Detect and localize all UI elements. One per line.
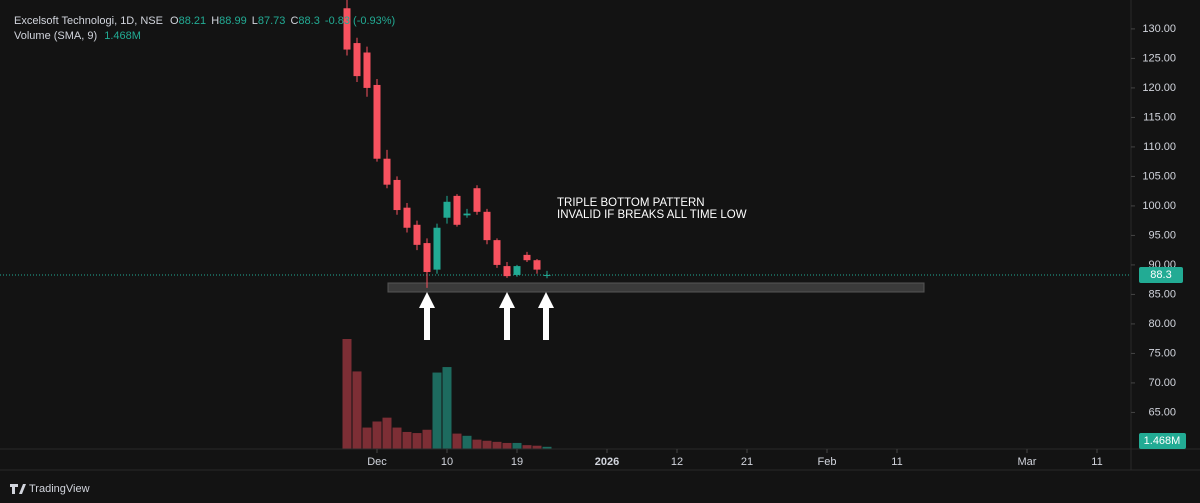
x-tick-label: 11 — [891, 456, 902, 468]
y-tick-label: 125.00 — [1142, 52, 1176, 64]
y-tick-label: 70.00 — [1148, 377, 1176, 389]
candle-body — [353, 43, 361, 77]
volume-bar — [402, 431, 412, 449]
legend-header: Excelsoft Technologi, 1D, NSE O88.21 H88… — [14, 15, 395, 27]
y-tick-label: 80.00 — [1148, 318, 1176, 330]
volume-bar — [392, 427, 402, 449]
volume-bar — [472, 439, 482, 449]
candle-body — [493, 240, 501, 265]
logo-text: TradingView — [29, 483, 90, 495]
volume-bar — [502, 442, 512, 449]
volume-bar — [462, 435, 472, 449]
candle-body — [373, 84, 381, 159]
candle-body — [343, 8, 351, 50]
candle-body — [443, 201, 451, 218]
y-tick-label: 65.00 — [1148, 406, 1176, 418]
y-axis: 130.00 125.00 120.00 115.00 110.00 105.00 100.… — [1131, 23, 1176, 418]
y-tick-label: 120.00 — [1142, 82, 1176, 94]
x-tick-label: 10 — [441, 456, 453, 468]
ohlc-value: 87.73 — [258, 15, 286, 27]
volume-bar — [432, 372, 442, 449]
price-tag-label: 88.3 — [1150, 269, 1171, 281]
price-tag — [1139, 266, 1183, 283]
volume-bar — [382, 417, 392, 449]
volume-bar — [482, 440, 492, 449]
x-tick-label: Mar — [1018, 456, 1037, 468]
series — [342, 0, 552, 449]
volume-bar — [412, 433, 422, 449]
support-zone — [387, 282, 925, 293]
y-tick-label: 130.00 — [1142, 23, 1176, 35]
x-tick-label: Dec — [367, 456, 387, 468]
x-tick-label: 21 — [741, 456, 753, 468]
annotation: TRIPLE BOTTOM PATTERN — [557, 197, 705, 209]
volume-bar — [532, 445, 542, 449]
ohlc-value: 88.21 — [179, 15, 207, 27]
candle-body — [363, 52, 371, 88]
candle-body — [533, 260, 541, 270]
volume-bar — [422, 429, 432, 449]
volume-bar — [492, 441, 502, 449]
x-tick-label: 2026 — [595, 456, 619, 468]
x-tick-label: 11 — [1091, 456, 1102, 468]
arrow — [419, 292, 435, 340]
volume-bar — [342, 339, 352, 449]
y-tick-label: 75.00 — [1148, 347, 1176, 359]
ohlc-key: L — [252, 15, 258, 27]
y-tick-label: 95.00 — [1148, 229, 1176, 241]
volume-tag-label: 1.468M — [1144, 435, 1181, 447]
arrow — [499, 292, 515, 340]
candle-body — [453, 195, 461, 225]
candle-body — [463, 213, 471, 216]
candle-body — [413, 224, 421, 245]
logo-icon — [10, 484, 26, 494]
candle-body — [513, 266, 521, 275]
candle-body — [403, 207, 411, 228]
y-tick-label: 85.00 — [1148, 288, 1176, 300]
x-tick-label: Feb — [818, 456, 837, 468]
x-tick-label: 12 — [671, 456, 683, 468]
x-axis: Dec 10 19 2026 12 21 Feb 11 Mar 11 — [367, 449, 1103, 468]
price-tags: 88.3 1.468M — [1139, 266, 1186, 449]
candle-body — [523, 254, 531, 261]
candle-body — [483, 211, 491, 241]
y-tick-label: 100.00 — [1142, 200, 1176, 212]
y-tick-label: 110.00 — [1143, 141, 1176, 153]
volume-bar — [512, 442, 522, 449]
ohlc-key: O — [170, 15, 179, 27]
arrows — [419, 292, 554, 340]
ohlc-key: C — [290, 15, 298, 27]
candle-body — [503, 266, 511, 277]
volume-bar — [372, 421, 382, 449]
candle-body — [433, 227, 441, 270]
annotation: INVALID IF BREAKS ALL TIME LOW — [557, 209, 747, 221]
volume-bar — [442, 367, 452, 449]
volume-title: Volume (SMA, 9) — [14, 30, 97, 42]
y-tick-label: 115.00 — [1143, 111, 1176, 123]
candle-body — [473, 188, 481, 212]
symbol: Excelsoft Technologi, 1D, NSE — [14, 15, 163, 27]
candle-body — [543, 274, 551, 276]
candle-body — [383, 158, 391, 185]
volume-bar — [542, 446, 552, 449]
volume-bar — [522, 445, 532, 449]
ohlc-key: H — [211, 15, 219, 27]
candle-body — [393, 179, 401, 211]
ohlc-value: 88.99 — [219, 15, 247, 27]
volume-bar — [452, 433, 462, 449]
volume-header: Volume (SMA, 9) 1.468M — [14, 30, 141, 42]
volume-tag — [1139, 433, 1186, 449]
ohlc-value: 88.3 — [298, 15, 319, 27]
volume-bar — [362, 427, 372, 449]
logo: TradingView — [10, 483, 90, 495]
volume-bar — [352, 371, 362, 449]
volume-sma: 1.468M — [104, 30, 141, 42]
candle-body — [423, 243, 431, 272]
y-tick-label: 105.00 — [1142, 170, 1176, 182]
arrow — [538, 292, 554, 340]
x-tick-label: 19 — [511, 456, 523, 468]
change: -0.83 (-0.93%) — [325, 15, 395, 27]
